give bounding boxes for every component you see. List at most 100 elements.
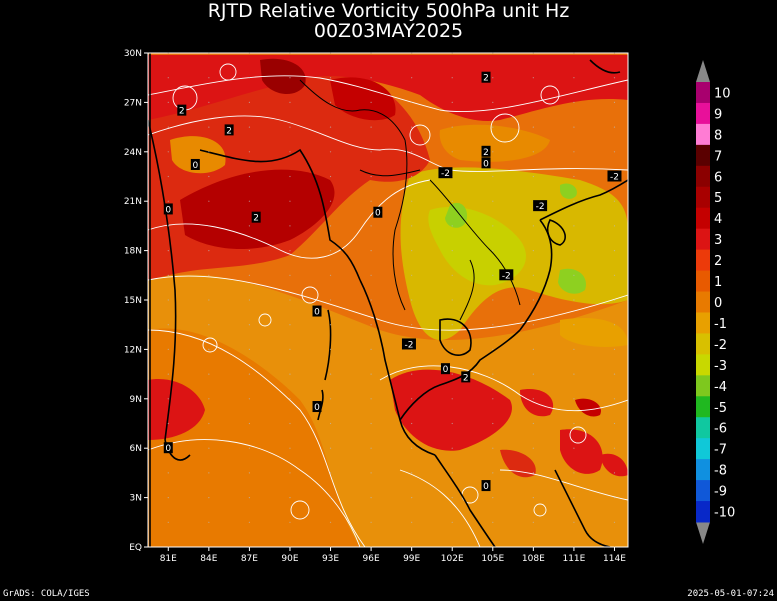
graticule-dot: [492, 447, 494, 449]
lon-label: 105E: [481, 554, 504, 564]
graticule-dot: [532, 472, 534, 474]
graticule-dot: [370, 52, 372, 54]
graticule-dot: [573, 225, 575, 227]
graticule-dot: [208, 472, 210, 474]
graticule-dot: [289, 472, 291, 474]
colorbar-label: -3: [714, 359, 727, 374]
colorbar-swatch: [696, 396, 710, 418]
graticule-dot: [370, 151, 372, 153]
svg-text:-2: -2: [536, 202, 545, 212]
graticule-dot: [329, 274, 332, 276]
graticule-dot: [208, 52, 210, 54]
colorbar-label: -5: [714, 401, 727, 416]
contour-label: -2: [401, 338, 416, 350]
graticule-dot: [248, 299, 251, 301]
graticule-dot: [573, 348, 575, 350]
colorbar-label: 10: [714, 86, 731, 101]
graticule-dot: [248, 225, 251, 227]
colorbar-label: -2: [714, 338, 727, 353]
graticule-dot: [492, 373, 494, 375]
graticule-dot: [289, 225, 291, 227]
lon-label: 81E: [160, 554, 177, 564]
lat-label: 3N: [130, 494, 142, 504]
graticule-dot: [208, 398, 210, 400]
contour-label: 0: [312, 401, 322, 413]
svg-text:-2: -2: [610, 173, 619, 183]
graticule-dot: [613, 299, 616, 301]
graticule-dot: [411, 77, 413, 79]
graticule-dot: [492, 299, 494, 301]
colorbar-swatch: [696, 354, 710, 376]
graticule-dot: [411, 52, 413, 54]
graticule-dot: [329, 175, 332, 178]
graticule-dot: [451, 126, 453, 128]
colorbar-swatch: [696, 82, 710, 104]
colorbar-swatch: [696, 144, 710, 167]
graticule-dot: [451, 497, 453, 499]
colorbar-swatch: [696, 312, 710, 334]
graticule-dot: [248, 126, 251, 128]
graticule-dot: [167, 52, 169, 54]
graticule-dot: [248, 250, 251, 252]
graticule-dot: [248, 348, 251, 350]
lon-label: 99E: [403, 554, 420, 564]
colorbar-swatch: [696, 333, 710, 355]
graticule-dot: [167, 324, 169, 326]
lon-label: 93E: [322, 554, 339, 564]
svg-text:0: 0: [483, 159, 489, 169]
graticule-dot: [613, 447, 616, 449]
graticule-dot: [370, 274, 372, 276]
colorbar-label: -1: [714, 317, 727, 332]
graticule-dot: [573, 175, 575, 178]
graticule-dot: [248, 447, 251, 449]
lon-label: 111E: [562, 554, 585, 564]
graticule-dot: [370, 472, 372, 474]
graticule-dot: [532, 250, 534, 252]
svg-text:2: 2: [463, 373, 469, 383]
graticule-dot: [492, 398, 494, 400]
graticule-dot: [573, 250, 575, 252]
svg-text:-2: -2: [441, 169, 450, 179]
graticule-dot: [451, 274, 453, 276]
graticule-dot: [329, 101, 332, 103]
graticule-dot: [411, 126, 413, 128]
graticule-dot: [532, 324, 534, 326]
graticule-dot: [167, 77, 169, 79]
graticule-dot: [208, 373, 210, 375]
colorbar-swatch: [696, 501, 710, 523]
graticule-dot: [492, 151, 494, 153]
graticule-dot: [248, 274, 251, 276]
lon-label: 90E: [281, 554, 298, 564]
graticule-dot: [329, 447, 332, 449]
lat-label: 30N: [124, 49, 142, 59]
graticule-dot: [208, 447, 210, 449]
colorbar-min-arrow: [696, 522, 710, 544]
graticule-dot: [289, 398, 291, 400]
graticule-dot: [370, 497, 372, 499]
colorbar-swatch: [696, 480, 710, 502]
graticule-dot: [370, 101, 372, 103]
graticule-dot: [613, 250, 616, 252]
svg-text:0: 0: [314, 308, 320, 318]
svg-text:2: 2: [179, 107, 185, 117]
graticule-dot: [370, 521, 372, 523]
graticule-dot: [613, 324, 616, 326]
graticule-dot: [370, 398, 372, 400]
colorbar-label: -7: [714, 443, 727, 458]
graticule-dot: [411, 299, 413, 301]
graticule-dot: [492, 274, 494, 276]
graticule-dot: [289, 126, 291, 128]
graticule-dot: [532, 497, 534, 499]
graticule-dot: [451, 77, 453, 79]
graticule-dot: [289, 497, 291, 499]
graticule-dot: [289, 274, 291, 276]
graticule-dot: [289, 348, 291, 350]
graticule-dot: [613, 200, 616, 202]
graticule-dot: [573, 422, 575, 425]
graticule-dot: [411, 225, 413, 227]
graticule: [167, 52, 616, 548]
graticule-dot: [167, 274, 169, 276]
graticule-dot: [613, 101, 616, 103]
graticule-dot: [492, 497, 494, 499]
